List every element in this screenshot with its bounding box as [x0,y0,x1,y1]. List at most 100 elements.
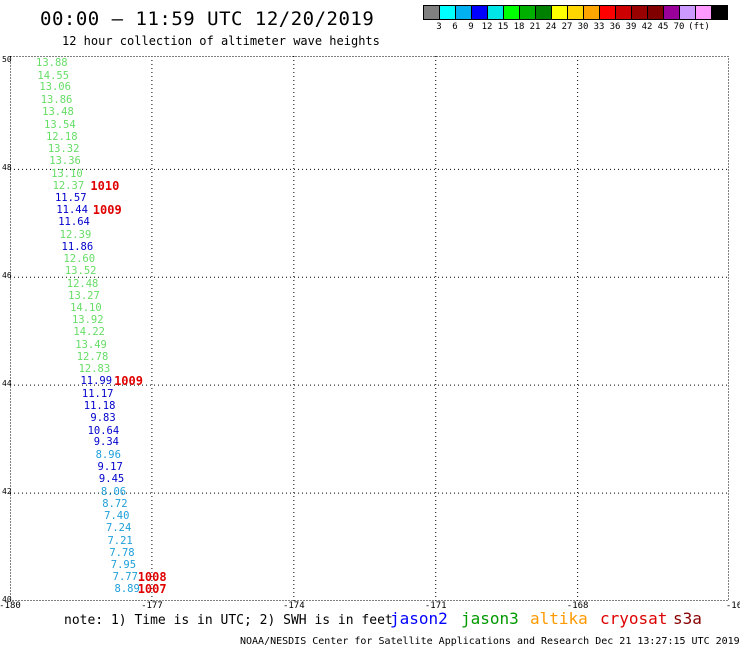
color-scale-labels: 3 6 9 12 15 18 21 24 27 30 33 36 39 42 45 70 (ft) [423,22,740,36]
longitude-label: -168 [566,601,589,611]
color-scale-label: 70 [673,22,685,32]
color-swatch [679,5,696,20]
wave-height-value: 13.27 [68,289,100,302]
pressure-value: 1010 [90,178,120,193]
color-swatch [615,5,632,20]
wave-height-value: 7.78 [109,546,135,559]
color-scale-label: 18 [513,22,525,32]
color-swatch [535,5,552,20]
wave-height-value: 13.92 [71,314,104,327]
wave-height-value: 13.06 [39,81,71,94]
wave-height-value: 13.52 [64,265,97,278]
color-swatch [631,5,648,20]
wave-height-value: 9.34 [93,436,120,449]
color-scale-label: 45 [657,22,669,32]
color-swatch [503,5,520,20]
wave-height-value: 11.57 [54,191,87,204]
wave-height-value: 11.99 [80,375,113,388]
wave-height-value: 11.86 [61,241,94,254]
wave-height-value: 14.22 [73,326,105,339]
color-swatch [711,5,728,20]
wave-height-value: 14.55 [37,69,70,82]
wave-height-value: 13.86 [40,94,73,107]
color-swatch [519,5,536,20]
units-note: note: 1) Time is in UTC; 2) SWH is in fe… [64,613,393,628]
satellite-legend-item: altika [530,609,588,628]
wave-height-value: 13.32 [47,142,80,155]
wave-height-value: 14.10 [70,302,102,315]
color-scale-label: 21 [529,22,541,32]
wave-height-value: 8.96 [95,448,121,461]
wave-height-value: 7.21 [107,534,133,547]
wave-height-value: 8.72 [102,497,128,510]
map-plot-area [10,56,729,601]
wave-height-value: 13.88 [36,57,68,70]
wave-height-value: 7.40 [104,509,130,522]
credit-footer: NOAA/NESDIS Center for Satellite Applica… [240,636,740,647]
wave-height-value: 12.60 [63,252,96,265]
wave-height-value: 12.39 [59,228,92,241]
pressure-value: 1009 [92,203,122,218]
color-scale-label: 39 [625,22,637,32]
wave-height-value: 7.24 [106,522,132,535]
pressure-value: 1007 [137,582,167,597]
wave-height-value: 12.18 [45,131,78,144]
color-scale-label: 12 [481,22,493,32]
color-scale-label: 42 [641,22,653,32]
wave-height-value: 13.49 [75,338,107,351]
color-scale-label: 24 [545,22,557,32]
color-scale-label: 30 [577,22,589,32]
color-scale-label: 3 [436,22,442,32]
wave-height-value: 9.45 [98,473,125,486]
color-scale-label: 36 [609,22,621,32]
color-scale-label: 6 [452,22,458,32]
satellite-legend-item: cryosat [600,609,668,628]
color-scale-label: 15 [497,22,509,32]
color-scale-label: 9 [468,22,474,32]
wave-height-value: 11.17 [81,387,114,400]
pressure-value: 1008 [137,570,167,585]
color-swatch [487,5,504,20]
pressure-value: 1009 [114,374,143,389]
satellite-legend-item: jason2 [390,609,448,628]
map-subtitle: 12 hour collection of altimeter wave hei… [62,34,380,48]
longitude-label: -177 [141,601,163,611]
wave-height-value: 11.64 [58,216,90,229]
wave-height-value: 11.18 [83,399,116,412]
color-scale-bar [423,5,728,20]
map-title: 00:00 – 11:59 UTC 12/20/2019 [40,8,375,30]
color-swatch [647,5,664,20]
wave-height-value: 13.36 [49,155,81,168]
latitude-label: 42 [2,487,12,497]
latitude-label: 44 [2,379,12,389]
latitude-label: 40 [2,595,12,604]
longitude-label: -180 [0,601,21,611]
map-grid [10,56,729,601]
latitude-label: 48 [2,163,12,173]
wave-height-value: 11.44 [56,204,88,217]
wave-height-value: 7.95 [110,558,137,571]
satellite-legend-item: s3a [673,609,702,628]
map-frame [10,56,729,601]
color-swatch [583,5,600,20]
wave-height-value: 13.54 [44,118,76,131]
color-swatch [423,5,440,20]
wave-height-value: 12.48 [66,277,99,290]
color-swatch [551,5,568,20]
wave-height-value: 12.37 [52,179,85,192]
color-swatch [455,5,472,20]
color-swatch [599,5,616,20]
latitude-label: 46 [2,271,12,281]
wave-height-value: 7.77 [112,571,138,584]
wave-height-value: 9.17 [97,461,123,474]
color-scale-label: 27 [561,22,573,32]
wave-height-value: 10.64 [87,424,120,437]
wave-height-value: 12.78 [76,351,109,364]
wave-height-value: 8.89 [114,583,140,596]
color-swatch [695,5,712,20]
longitude-label: -171 [424,601,447,611]
wave-height-value: 13.48 [42,106,74,119]
longitude-label: -174 [282,601,305,611]
satellite-legend-item: jason3 [461,609,519,628]
color-swatch [471,5,488,20]
